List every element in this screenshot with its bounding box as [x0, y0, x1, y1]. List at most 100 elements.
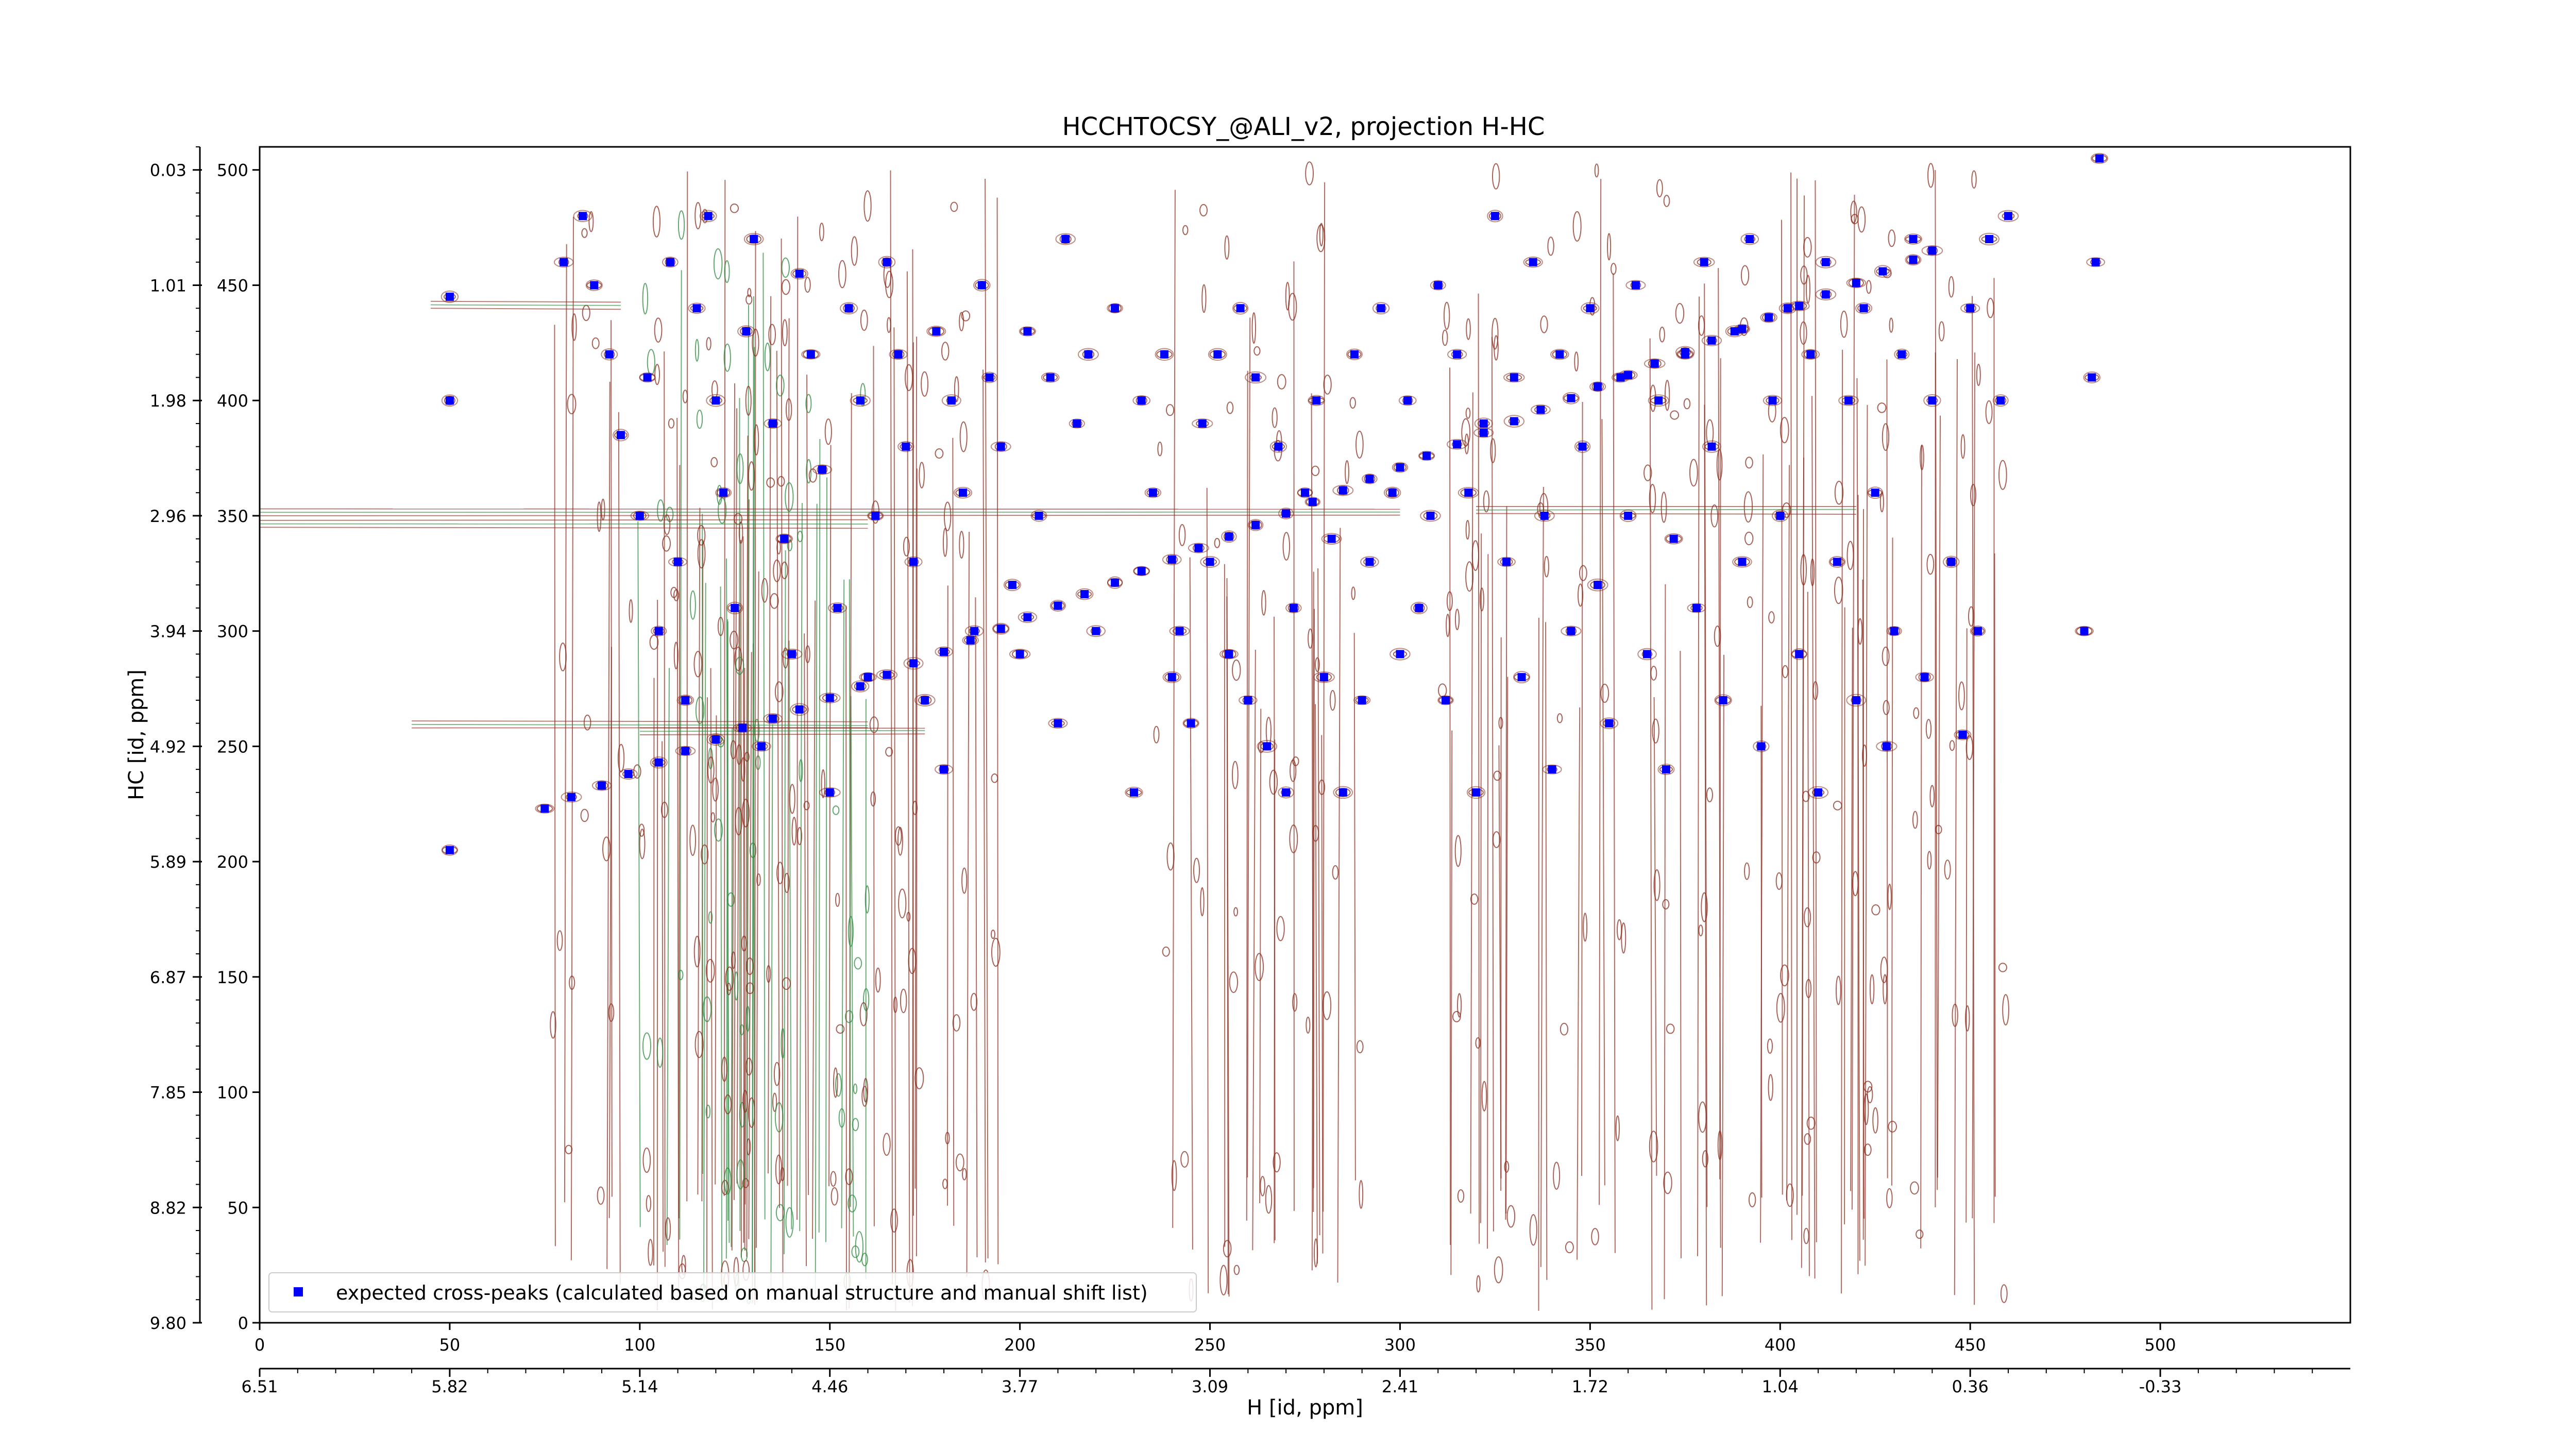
- cross-peak-marker: [719, 488, 728, 497]
- y-tick-label-secondary: 0.03: [150, 161, 187, 180]
- peak-contour: [706, 733, 725, 746]
- cross-peak-marker: [932, 327, 941, 335]
- contour-ring: [646, 1195, 652, 1212]
- peak-contour: [1055, 233, 1076, 245]
- peak-contour: [1923, 394, 1941, 407]
- contour-ring: [1702, 1150, 1708, 1168]
- peak-contour: [1162, 554, 1182, 565]
- cross-peak-marker: [1061, 234, 1070, 243]
- cross-peak-marker: [1966, 304, 1975, 313]
- contour-ring: [1840, 310, 1848, 338]
- contour-ring: [1607, 233, 1612, 261]
- contour-ring: [943, 501, 952, 531]
- peak-contour: [1392, 462, 1409, 473]
- diagonal-peak-marker: [1453, 440, 1462, 449]
- cross-peak-marker: [1472, 788, 1481, 797]
- contour-ring: [1833, 800, 1842, 811]
- cross-peak-marker: [2004, 212, 2012, 221]
- contour-ring: [1153, 726, 1160, 744]
- contour-streak: [1935, 170, 1938, 1190]
- contour-ring: [741, 935, 747, 952]
- cross-peak-marker: [1327, 534, 1336, 543]
- contour-ring: [1803, 1227, 1809, 1244]
- y-tick-label: 200: [217, 852, 248, 872]
- peak-contour: [1364, 474, 1376, 484]
- peak-contour: [613, 429, 629, 442]
- peak-contour: [1637, 648, 1657, 661]
- contour-streak: [1891, 537, 1893, 1186]
- contour-ring: [781, 257, 790, 278]
- contour-ring: [1313, 1238, 1318, 1268]
- contour-ring: [1616, 919, 1622, 940]
- peak-contour: [1848, 278, 1864, 288]
- contour-ring: [752, 328, 759, 357]
- cross-peak-marker: [1882, 742, 1891, 751]
- contour-streak: [702, 513, 703, 1174]
- contour-ring: [1600, 683, 1609, 703]
- diagonal-peak-marker: [1338, 486, 1347, 495]
- contour-ring: [559, 642, 567, 671]
- peak-contour: [990, 441, 1011, 452]
- contour-ring: [785, 398, 792, 421]
- contour-ring: [1579, 565, 1587, 581]
- diagonal-peak-marker: [1023, 613, 1032, 621]
- cross-peak-marker: [1167, 673, 1176, 682]
- peak-contour: [1069, 418, 1085, 429]
- contour-streak: [815, 503, 818, 1295]
- peak-contour: [764, 418, 782, 429]
- diagonal-peak-marker: [1536, 406, 1545, 414]
- contour-ring: [1803, 237, 1812, 258]
- contour-ring: [773, 1062, 781, 1086]
- cross-peak-marker: [673, 558, 682, 566]
- contour-ring: [2000, 1284, 2008, 1303]
- cross-peak-marker: [1175, 627, 1184, 635]
- peak-contour: [1905, 254, 1922, 266]
- cross-peak-marker: [681, 696, 690, 704]
- contour-ring: [1802, 790, 1810, 802]
- contour-streak: [1545, 622, 1548, 1280]
- contour-ring: [1494, 1256, 1503, 1284]
- peak-contour: [1125, 786, 1143, 798]
- cross-peak-marker: [1388, 488, 1397, 497]
- contour-ring: [1553, 1161, 1561, 1190]
- diagonal-peak-marker: [966, 636, 975, 645]
- contour-ring: [1465, 561, 1474, 592]
- contour-ring: [1863, 1093, 1869, 1125]
- cross-peak-marker: [1092, 627, 1100, 635]
- contour-ring: [1880, 956, 1888, 983]
- diagonal-peak-marker: [1365, 475, 1374, 483]
- cross-peak-marker: [856, 396, 865, 405]
- y-tick-label-secondary: 2.96: [150, 507, 187, 526]
- cross-peak-marker: [1669, 534, 1678, 543]
- contour-ring: [835, 892, 840, 907]
- contour-ring: [695, 696, 705, 724]
- peak-contour: [840, 302, 858, 315]
- cross-peak-marker: [1054, 719, 1062, 728]
- contour-ring: [941, 342, 950, 361]
- y-tick-label: 450: [217, 276, 248, 295]
- contour-ring: [724, 260, 730, 283]
- peak-contour: [1648, 394, 1669, 407]
- contour-ring: [1454, 835, 1462, 867]
- contour-ring: [952, 1014, 961, 1032]
- contour-ring: [756, 873, 761, 886]
- contour-ring: [1800, 321, 1807, 345]
- contour-ring: [1701, 892, 1708, 922]
- y-tick-label-secondary: 7.85: [150, 1083, 187, 1103]
- peak-contour: [1687, 603, 1706, 613]
- contour-ring: [1544, 555, 1549, 578]
- contour-ring: [903, 536, 910, 557]
- contour-streak: [985, 179, 989, 1259]
- contour-ring: [1804, 907, 1811, 928]
- cross-peak-marker: [1738, 558, 1747, 566]
- y-tick-label: 500: [217, 161, 248, 180]
- peak-contour: [650, 756, 668, 769]
- contour-ring: [701, 844, 709, 865]
- peak-contour: [619, 768, 638, 780]
- peak-contour: [1446, 439, 1468, 450]
- contour-ring: [726, 983, 731, 996]
- contour-ring: [1556, 713, 1563, 723]
- cross-peak-marker: [1871, 488, 1879, 497]
- x-axis-secondary: 6.51 5.82 5.14 4.46 3.77 3.09 2.41 1.72 1.04 0.36…: [241, 1369, 2313, 1396]
- contour-ring: [1611, 263, 1617, 275]
